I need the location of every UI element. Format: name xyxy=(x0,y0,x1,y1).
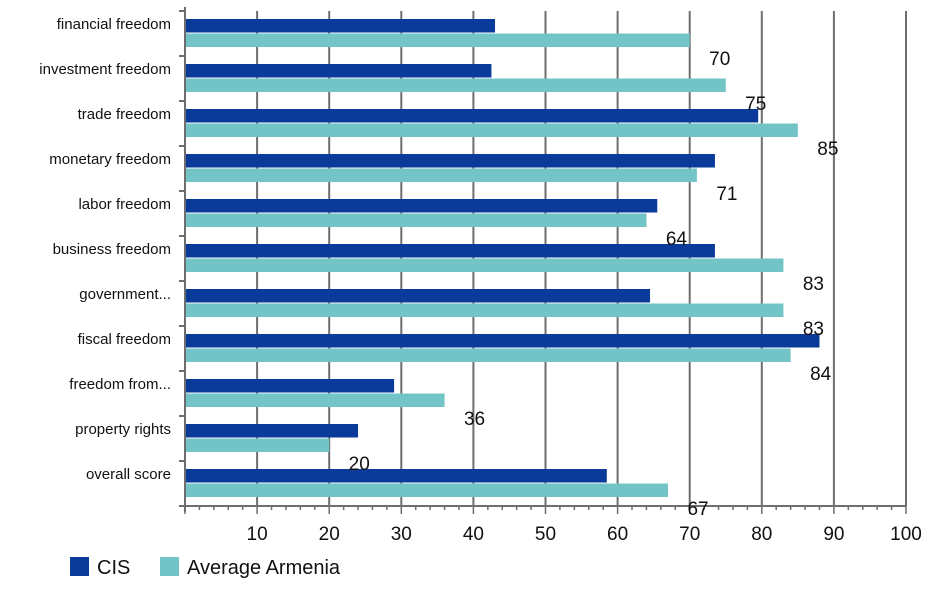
bar-cis xyxy=(185,19,496,33)
x-tick-label: 50 xyxy=(535,524,556,545)
data-label: 36 xyxy=(464,409,485,430)
legend-swatch-cis xyxy=(70,557,89,576)
data-label: 84 xyxy=(810,364,832,385)
bar-cis xyxy=(185,199,658,213)
x-tick-label: 40 xyxy=(463,524,484,545)
legend-label-cis: CIS xyxy=(97,557,130,579)
bar-average-armenia xyxy=(185,123,798,137)
bar-cis xyxy=(185,109,759,123)
bar-cis xyxy=(185,64,492,78)
data-label: 70 xyxy=(709,49,730,70)
data-label: 67 xyxy=(687,499,708,520)
bar-cis xyxy=(185,469,607,483)
data-label: 83 xyxy=(803,319,824,340)
category-label: government... xyxy=(79,286,171,303)
data-label: 75 xyxy=(745,94,766,115)
x-tick-label: 100 xyxy=(890,524,922,545)
data-label: 20 xyxy=(349,454,370,475)
category-label: property rights xyxy=(75,421,171,438)
bar-cis xyxy=(185,154,715,168)
data-label: 83 xyxy=(803,274,824,295)
axes xyxy=(179,7,907,514)
category-label: financial freedom xyxy=(57,16,171,33)
bar-average-armenia xyxy=(185,258,784,272)
bar-cis xyxy=(185,244,715,258)
legend-swatch-average-armenia xyxy=(160,557,179,576)
bar-cis xyxy=(185,289,651,303)
bar-average-armenia xyxy=(185,168,697,182)
data-label: 85 xyxy=(817,139,838,160)
x-tick-labels: 10 20 30 40 50 60 70 80 90 100 xyxy=(247,524,922,545)
bar-average-armenia xyxy=(185,348,791,362)
bar-cis xyxy=(185,334,820,348)
bar-average-armenia xyxy=(185,393,445,407)
x-tick-label: 60 xyxy=(607,524,628,545)
category-label: business freedom xyxy=(53,241,171,258)
category-label: monetary freedom xyxy=(49,151,171,168)
x-tick-label: 20 xyxy=(319,524,340,545)
x-tick-label: 30 xyxy=(391,524,412,545)
category-label: freedom from... xyxy=(69,376,171,393)
legend-label-average-armenia: Average Armenia xyxy=(187,557,341,579)
bar-average-armenia xyxy=(185,303,784,317)
x-tick-label: 90 xyxy=(823,524,844,545)
x-tick-label: 80 xyxy=(751,524,772,545)
category-label: trade freedom xyxy=(78,106,171,123)
legend: CIS Average Armenia xyxy=(70,557,341,579)
data-label: 64 xyxy=(666,229,688,250)
bar-average-armenia xyxy=(185,33,690,47)
category-label: fiscal freedom xyxy=(78,331,171,348)
bar-average-armenia xyxy=(185,78,726,92)
bar-average-armenia xyxy=(185,483,669,497)
bar-cis xyxy=(185,379,395,393)
bar-average-armenia xyxy=(185,213,647,227)
x-tick-label: 70 xyxy=(679,524,700,545)
bars xyxy=(185,19,820,497)
bar-cis xyxy=(185,424,359,438)
x-tick-label: 10 xyxy=(247,524,268,545)
data-labels: 70 75 85 71 64 83 83 84 36 20 67 xyxy=(349,49,839,520)
category-label: overall score xyxy=(86,466,171,483)
category-label: investment freedom xyxy=(39,61,171,78)
category-label: labor freedom xyxy=(78,196,171,213)
bar-average-armenia xyxy=(185,438,330,452)
data-label: 71 xyxy=(716,184,737,205)
category-labels: financial freedom investment freedom trade… xyxy=(39,16,171,483)
